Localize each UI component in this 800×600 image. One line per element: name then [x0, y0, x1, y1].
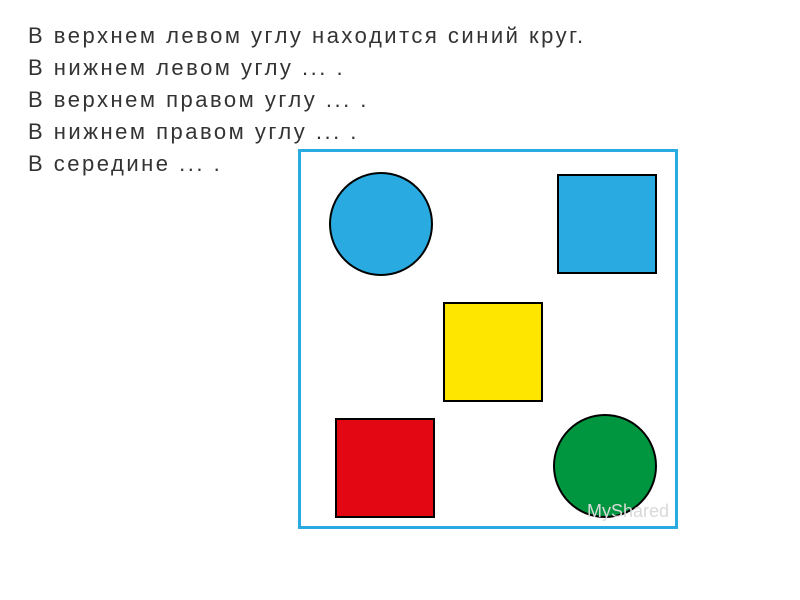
bottom-left-square: [335, 418, 435, 518]
top-right-square: [557, 174, 657, 274]
diagram-container: MyShared: [298, 149, 772, 529]
sentence-1: В верхнем левом углу находится синий кру…: [28, 20, 772, 52]
sentence-4: В нижнем правом углу ... .: [28, 116, 772, 148]
sentence-3: В верхнем правом углу ... .: [28, 84, 772, 116]
bottom-right-circle: [553, 414, 657, 518]
top-left-circle: [329, 172, 433, 276]
sentence-2: В нижнем левом углу ... .: [28, 52, 772, 84]
center-square: [443, 302, 543, 402]
shapes-diagram: MyShared: [298, 149, 678, 529]
